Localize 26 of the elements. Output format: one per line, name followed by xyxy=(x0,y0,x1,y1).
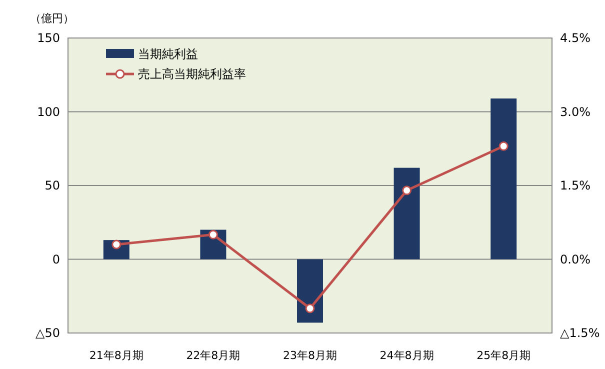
y2-tick-label: 3.0% xyxy=(560,104,590,119)
point xyxy=(498,141,508,151)
y-tick-label: 100 xyxy=(37,104,60,119)
x-tick-label: 22年8月期 xyxy=(186,349,240,362)
point xyxy=(305,304,315,314)
y-tick-label: 50 xyxy=(44,178,60,192)
bar xyxy=(394,168,420,260)
y2-tick-label: 4.5% xyxy=(560,31,590,45)
y-tick-label: 0 xyxy=(52,252,60,266)
x-tick-label: 21年8月期 xyxy=(89,349,144,362)
y-tick-label: △50 xyxy=(36,326,60,340)
y-tick-label: 150 xyxy=(37,31,60,45)
point xyxy=(208,230,218,240)
y2-tick-label: 0.0% xyxy=(560,252,590,266)
bar xyxy=(490,98,517,260)
bar xyxy=(297,259,323,323)
y2-tick-label: 1.5% xyxy=(560,178,590,192)
y-axis-title: （億円） xyxy=(30,12,74,25)
x-tick-label: 24年8月期 xyxy=(380,349,434,362)
legend-label: 当期純利益 xyxy=(138,47,198,61)
x-tick-label: 25年8月期 xyxy=(476,349,531,362)
point xyxy=(402,186,412,196)
x-tick-label: 23年8月期 xyxy=(283,349,337,362)
point xyxy=(112,240,122,250)
legend-label: 売上高当期純利益率 xyxy=(138,67,246,81)
y2-tick-label: △1.5% xyxy=(560,326,600,340)
